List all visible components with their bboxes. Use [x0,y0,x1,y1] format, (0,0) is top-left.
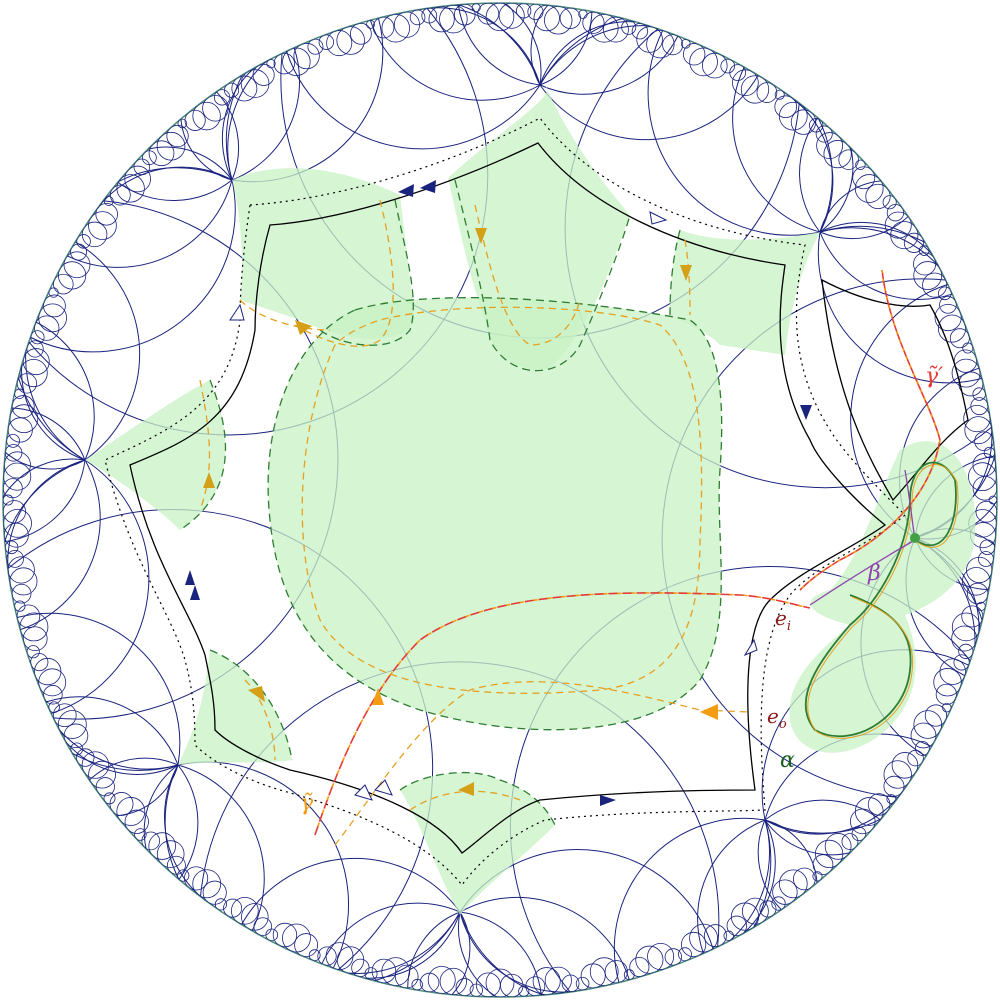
red-dashed-curves [314,269,941,836]
fundamental-polygon-boundary [129,142,887,854]
triangle-open [649,211,668,225]
boundary-circles [3,3,997,997]
green-dashed-outlines [179,179,723,826]
figure-labels: γ̃′ γ̃ β α ei eo [300,364,943,816]
triangle-filled [190,585,200,600]
orientation-arrows [185,180,812,806]
green-regions [85,85,976,915]
triangle-open [374,779,393,796]
triangle-filled [398,184,414,197]
triangle-open [743,638,758,657]
triangle-filled [185,570,195,585]
label-gamma-tilde: γ̃ [300,791,314,816]
curve-arrows [203,228,718,796]
region-lower-left [178,650,292,765]
region-central-blob [268,297,722,730]
label-alpha: α [780,748,795,773]
label-e-o: eo [767,704,787,732]
region-bottom-lobe [400,772,555,915]
gold-dashed-curves [199,199,751,846]
beta-curve [809,469,916,606]
triangle-filled [800,405,812,420]
alpha-curve [804,461,959,739]
label-e-i: ei [775,606,791,634]
basepoint-dot [910,533,920,543]
region-top-left [232,168,415,339]
triangle-filled [420,180,436,193]
triangle-open [229,303,245,321]
region-top-right [670,230,820,355]
triangle-open [354,784,373,801]
label-gamma-prime-tilde: γ̃′ [925,364,943,389]
right-crescent [821,278,969,502]
region-alpha [789,441,976,753]
offset-boundary-dotted [104,117,906,886]
label-beta: β [867,561,881,586]
triangle-filled [600,795,616,806]
region-left-lobe [85,380,226,530]
